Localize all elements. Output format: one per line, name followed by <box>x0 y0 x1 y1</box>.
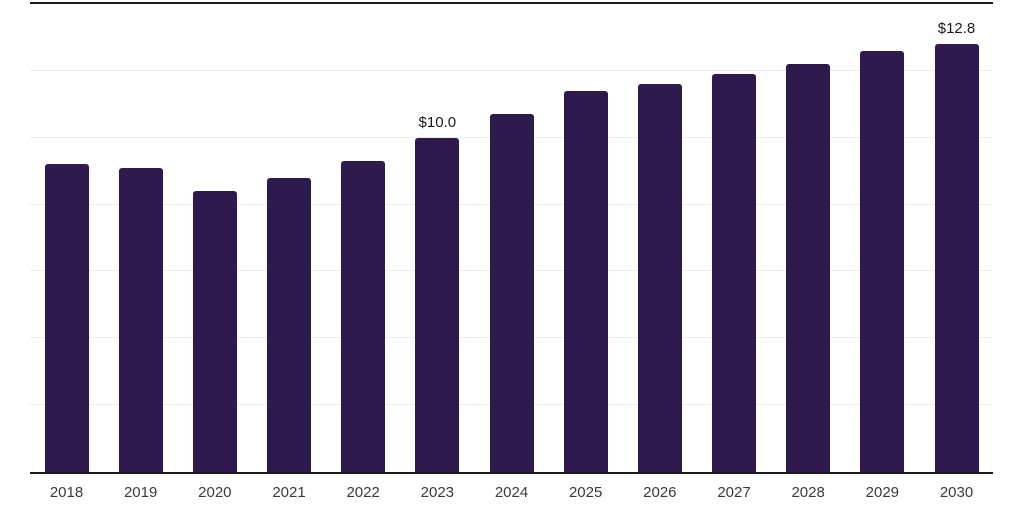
bar-2027 <box>712 74 756 472</box>
bar-2022 <box>341 161 386 472</box>
bar-2020 <box>192 191 237 472</box>
x-tick-label-2025: 2025 <box>568 484 603 501</box>
bar-2018 <box>44 164 89 472</box>
x-tick-label-2030: 2030 <box>939 484 974 501</box>
x-tick-label-2018: 2018 <box>49 484 84 501</box>
x-tick-label-2028: 2028 <box>791 484 825 501</box>
x-axis: 2018 2019 2020 2021 2022 2023 2024 2025 2026 2027… <box>30 484 993 506</box>
bar-2023 <box>415 137 460 472</box>
gridline-12 <box>30 69 993 71</box>
data-label-2030: $12.8 <box>937 20 976 38</box>
x-tick-label-2019: 2019 <box>123 484 158 501</box>
x-tick-label-2027: 2027 <box>717 484 751 501</box>
x-tick-label-2029: 2029 <box>865 484 900 501</box>
bar-2026 <box>637 84 682 472</box>
data-label-2023: $10.0 <box>418 113 457 131</box>
x-tick-label-2024: 2024 <box>494 484 529 501</box>
plot-area: $10.0 $12.8 <box>30 2 993 474</box>
x-tick-label-2020: 2020 <box>198 484 232 501</box>
bar-2028 <box>786 64 831 472</box>
bar-2025 <box>563 90 608 472</box>
x-tick-label-2022: 2022 <box>346 484 380 501</box>
x-tick-label-2026: 2026 <box>643 484 677 501</box>
bar-2019 <box>118 167 163 472</box>
bar-2029 <box>860 50 905 472</box>
bar-2030 <box>934 44 979 472</box>
bar-2024 <box>489 114 534 472</box>
bar-2021 <box>267 177 311 472</box>
x-tick-label-2023: 2023 <box>420 484 455 501</box>
x-tick-label-2021: 2021 <box>272 484 306 501</box>
